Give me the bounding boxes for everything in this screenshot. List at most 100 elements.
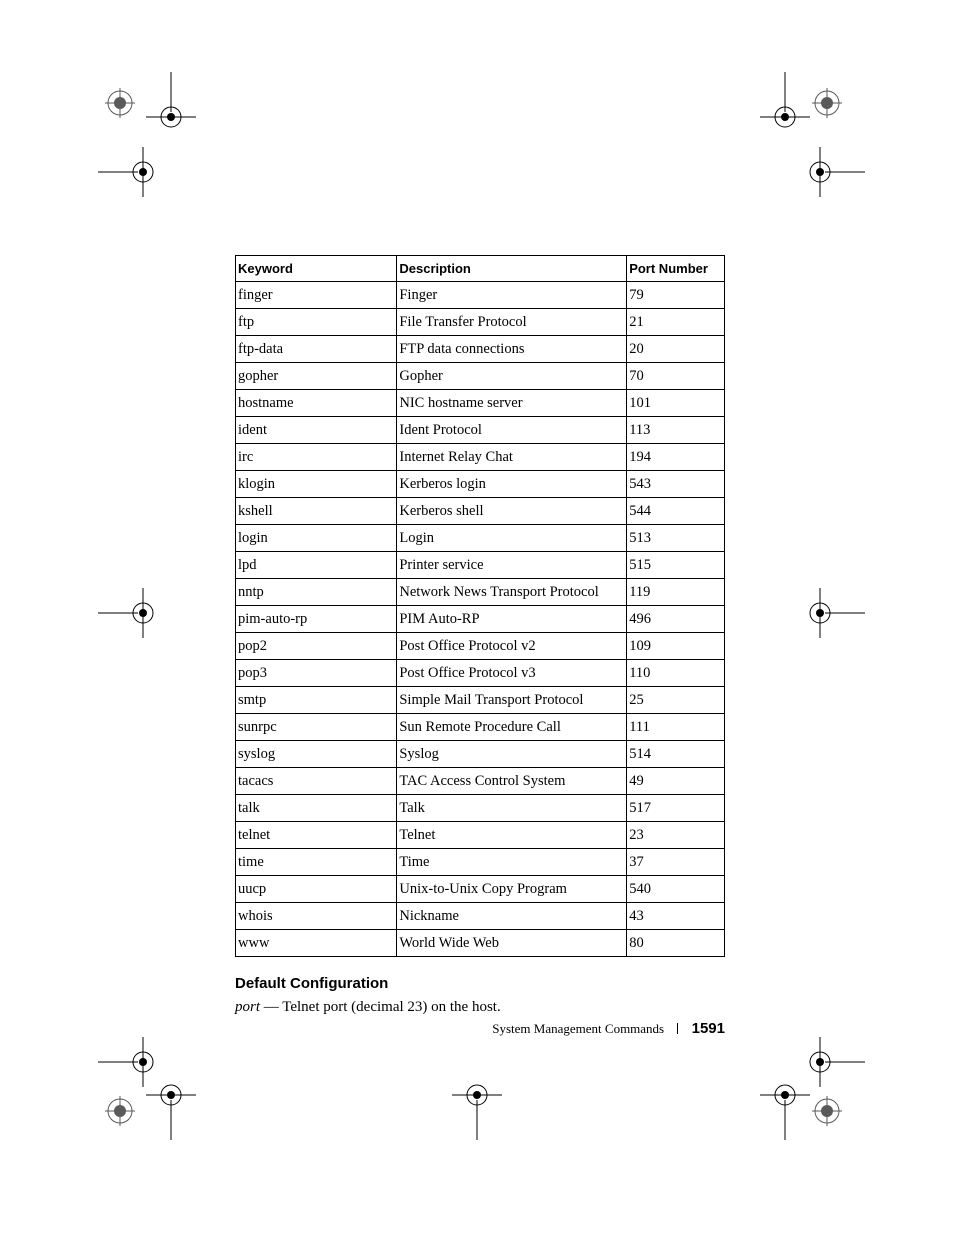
footer-separator [677, 1023, 678, 1034]
crop-mark-icon [812, 88, 842, 118]
cell-port: 540 [627, 876, 725, 903]
cell-port: 496 [627, 606, 725, 633]
body-text-rest: — Telnet port (decimal 23) on the host. [260, 999, 501, 1015]
table-row: pop3Post Office Protocol v3110 [236, 660, 725, 687]
cell-keyword: pop3 [236, 660, 397, 687]
cell-keyword: finger [236, 282, 397, 309]
cell-port: 109 [627, 633, 725, 660]
crop-mark-icon [805, 588, 865, 638]
cell-description: Internet Relay Chat [397, 444, 627, 471]
cell-port: 515 [627, 552, 725, 579]
cell-port: 101 [627, 390, 725, 417]
crop-mark-icon [98, 588, 158, 638]
cell-keyword: smtp [236, 687, 397, 714]
table-header-keyword: Keyword [236, 256, 397, 282]
table-row: ftp-dataFTP data connections20 [236, 336, 725, 363]
cell-description: Nickname [397, 903, 627, 930]
cell-keyword: syslog [236, 741, 397, 768]
cell-description: Post Office Protocol v2 [397, 633, 627, 660]
cell-port: 20 [627, 336, 725, 363]
cell-description: Time [397, 849, 627, 876]
cell-keyword: gopher [236, 363, 397, 390]
table-row: gopherGopher70 [236, 363, 725, 390]
cell-port: 70 [627, 363, 725, 390]
cell-keyword: pim-auto-rp [236, 606, 397, 633]
table-row: smtpSimple Mail Transport Protocol25 [236, 687, 725, 714]
cell-description: Sun Remote Procedure Call [397, 714, 627, 741]
cell-description: Login [397, 525, 627, 552]
table-row: nntpNetwork News Transport Protocol119 [236, 579, 725, 606]
table-row: timeTime37 [236, 849, 725, 876]
cell-keyword: kshell [236, 498, 397, 525]
cell-port: 110 [627, 660, 725, 687]
body-text-italic: port [235, 999, 260, 1015]
table-row: ircInternet Relay Chat194 [236, 444, 725, 471]
crop-mark-icon [105, 1096, 135, 1126]
body-text: port — Telnet port (decimal 23) on the h… [235, 998, 725, 1017]
table-row: pim-auto-rpPIM Auto-RP496 [236, 606, 725, 633]
table-row: telnetTelnet23 [236, 822, 725, 849]
cell-keyword: talk [236, 795, 397, 822]
section-heading: Default Configuration [235, 975, 725, 992]
table-row: ftpFile Transfer Protocol21 [236, 309, 725, 336]
cell-description: Post Office Protocol v3 [397, 660, 627, 687]
cell-port: 513 [627, 525, 725, 552]
crop-mark-icon [805, 1037, 865, 1087]
cell-port: 194 [627, 444, 725, 471]
cell-port: 113 [627, 417, 725, 444]
page-footer: System Management Commands 1591 [235, 1020, 725, 1037]
crop-mark-icon [98, 1037, 158, 1087]
table-row: syslogSyslog514 [236, 741, 725, 768]
cell-keyword: hostname [236, 390, 397, 417]
table-row: loginLogin513 [236, 525, 725, 552]
cell-port: 79 [627, 282, 725, 309]
cell-port: 517 [627, 795, 725, 822]
cell-description: Syslog [397, 741, 627, 768]
cell-port: 49 [627, 768, 725, 795]
cell-keyword: ident [236, 417, 397, 444]
port-keyword-table: Keyword Description Port Number fingerFi… [235, 255, 725, 957]
table-row: uucpUnix-to-Unix Copy Program540 [236, 876, 725, 903]
table-row: whoisNickname43 [236, 903, 725, 930]
cell-description: TAC Access Control System [397, 768, 627, 795]
cell-port: 23 [627, 822, 725, 849]
cell-description: World Wide Web [397, 930, 627, 957]
cell-port: 119 [627, 579, 725, 606]
cell-description: Talk [397, 795, 627, 822]
table-row: lpdPrinter service515 [236, 552, 725, 579]
table-row: kshellKerberos shell544 [236, 498, 725, 525]
table-header-row: Keyword Description Port Number [236, 256, 725, 282]
crop-mark-icon [98, 147, 158, 197]
cell-port: 25 [627, 687, 725, 714]
table-row: hostnameNIC hostname server101 [236, 390, 725, 417]
cell-description: FTP data connections [397, 336, 627, 363]
table-row: wwwWorld Wide Web80 [236, 930, 725, 957]
table-row: sunrpcSun Remote Procedure Call111 [236, 714, 725, 741]
cell-description: Unix-to-Unix Copy Program [397, 876, 627, 903]
table-row: pop2Post Office Protocol v2109 [236, 633, 725, 660]
content-body: Keyword Description Port Number fingerFi… [235, 255, 725, 1017]
cell-keyword: sunrpc [236, 714, 397, 741]
cell-description: Kerberos login [397, 471, 627, 498]
page-number: 1591 [692, 1020, 725, 1037]
cell-port: 37 [627, 849, 725, 876]
cell-description: Telnet [397, 822, 627, 849]
cell-keyword: ftp [236, 309, 397, 336]
cell-keyword: ftp-data [236, 336, 397, 363]
cell-port: 80 [627, 930, 725, 957]
cell-port: 111 [627, 714, 725, 741]
cell-description: NIC hostname server [397, 390, 627, 417]
cell-description: PIM Auto-RP [397, 606, 627, 633]
cell-description: Ident Protocol [397, 417, 627, 444]
crop-mark-icon [805, 147, 865, 197]
table-row: talkTalk517 [236, 795, 725, 822]
cell-keyword: nntp [236, 579, 397, 606]
cell-keyword: irc [236, 444, 397, 471]
cell-description: Printer service [397, 552, 627, 579]
cell-port: 544 [627, 498, 725, 525]
cell-keyword: lpd [236, 552, 397, 579]
crop-mark-icon [146, 1080, 196, 1140]
cell-keyword: tacacs [236, 768, 397, 795]
cell-keyword: uucp [236, 876, 397, 903]
table-row: identIdent Protocol113 [236, 417, 725, 444]
